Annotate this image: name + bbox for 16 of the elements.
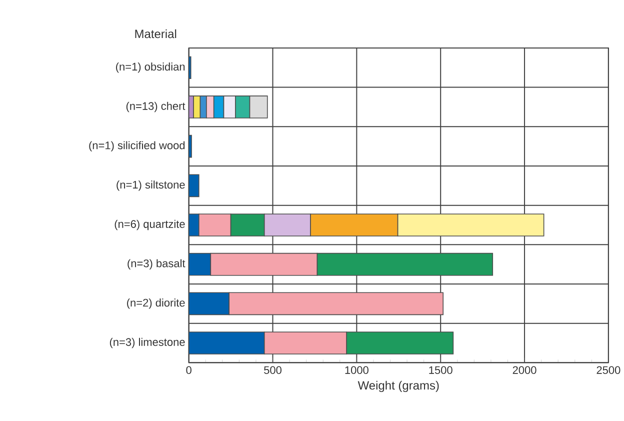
- x-tick-label: 0: [186, 366, 192, 374]
- y-tick-label: (n=3) limestone: [110, 338, 185, 348]
- y-tick-label: (n=1) obsidian: [116, 62, 185, 73]
- x-tick-label: 1000: [345, 366, 368, 374]
- y-tick-label: (n=6) quartzite: [114, 220, 185, 230]
- y-tick-label: (n=1) siltstone: [116, 180, 185, 191]
- x-tick-label: 2000: [512, 366, 536, 374]
- y-tick-label: (n=2) diorite: [127, 298, 185, 309]
- x-tick-label: 1500: [429, 366, 452, 374]
- y-axis-title: Material: [135, 30, 176, 38]
- x-tick-label: 2500: [596, 366, 620, 374]
- y-tick-label: (n=3) basalt: [128, 259, 186, 270]
- x-axis-title: Weight (grams): [358, 381, 439, 392]
- x-tick-label: 500: [264, 366, 282, 374]
- y-tick-label: (n=13) chert: [126, 102, 186, 112]
- y-tick-label: (n=1) silicified wood: [89, 141, 185, 152]
